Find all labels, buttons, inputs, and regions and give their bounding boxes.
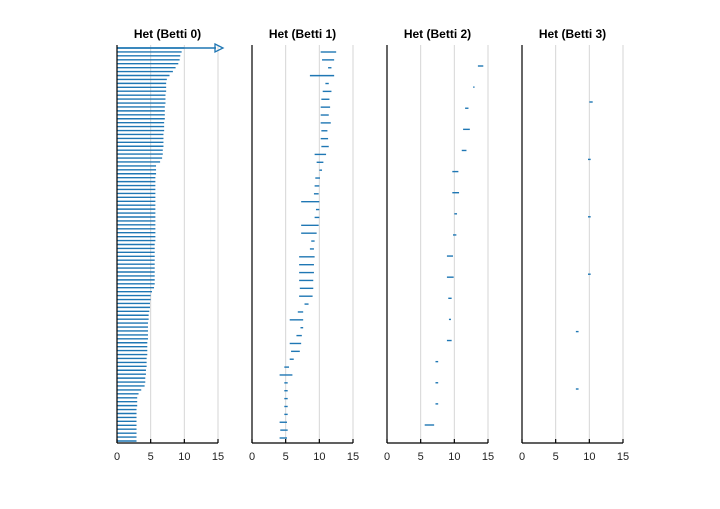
panel-betti-3: 0 5 10 15 Het (Betti 3) xyxy=(519,27,629,463)
x-tick-label: 5 xyxy=(418,451,424,463)
panel-betti-1: 0 5 10 15 Het (Betti 1) xyxy=(249,27,359,463)
x-tick-label: 10 xyxy=(583,451,595,463)
x-tick-label: 0 xyxy=(519,451,525,463)
x-tick-label: 15 xyxy=(617,451,629,463)
x-tick-label: 15 xyxy=(212,451,224,463)
panel-title: Het (Betti 0) xyxy=(134,27,201,41)
panel-title: Het (Betti 1) xyxy=(269,27,336,41)
x-tick-label: 10 xyxy=(448,451,460,463)
x-tick-label: 10 xyxy=(313,451,325,463)
panel-title: Het (Betti 2) xyxy=(404,27,471,41)
x-tick-label: 5 xyxy=(283,451,289,463)
x-tick-label: 15 xyxy=(482,451,494,463)
panel-betti-0: 0 5 10 15 Het (Betti 0) xyxy=(114,27,225,463)
x-tick-label: 5 xyxy=(148,451,154,463)
x-tick-label: 10 xyxy=(178,451,190,463)
infinite-bar-arrow-icon xyxy=(214,42,225,54)
x-tick-label: 5 xyxy=(553,451,559,463)
x-tick-label: 0 xyxy=(114,451,120,463)
x-tick-label: 0 xyxy=(384,451,390,463)
x-tick-label: 15 xyxy=(347,451,359,463)
panel-betti-2: 0 5 10 15 Het (Betti 2) xyxy=(384,27,494,463)
x-tick-label: 0 xyxy=(249,451,255,463)
panel-title: Het (Betti 3) xyxy=(539,27,606,41)
